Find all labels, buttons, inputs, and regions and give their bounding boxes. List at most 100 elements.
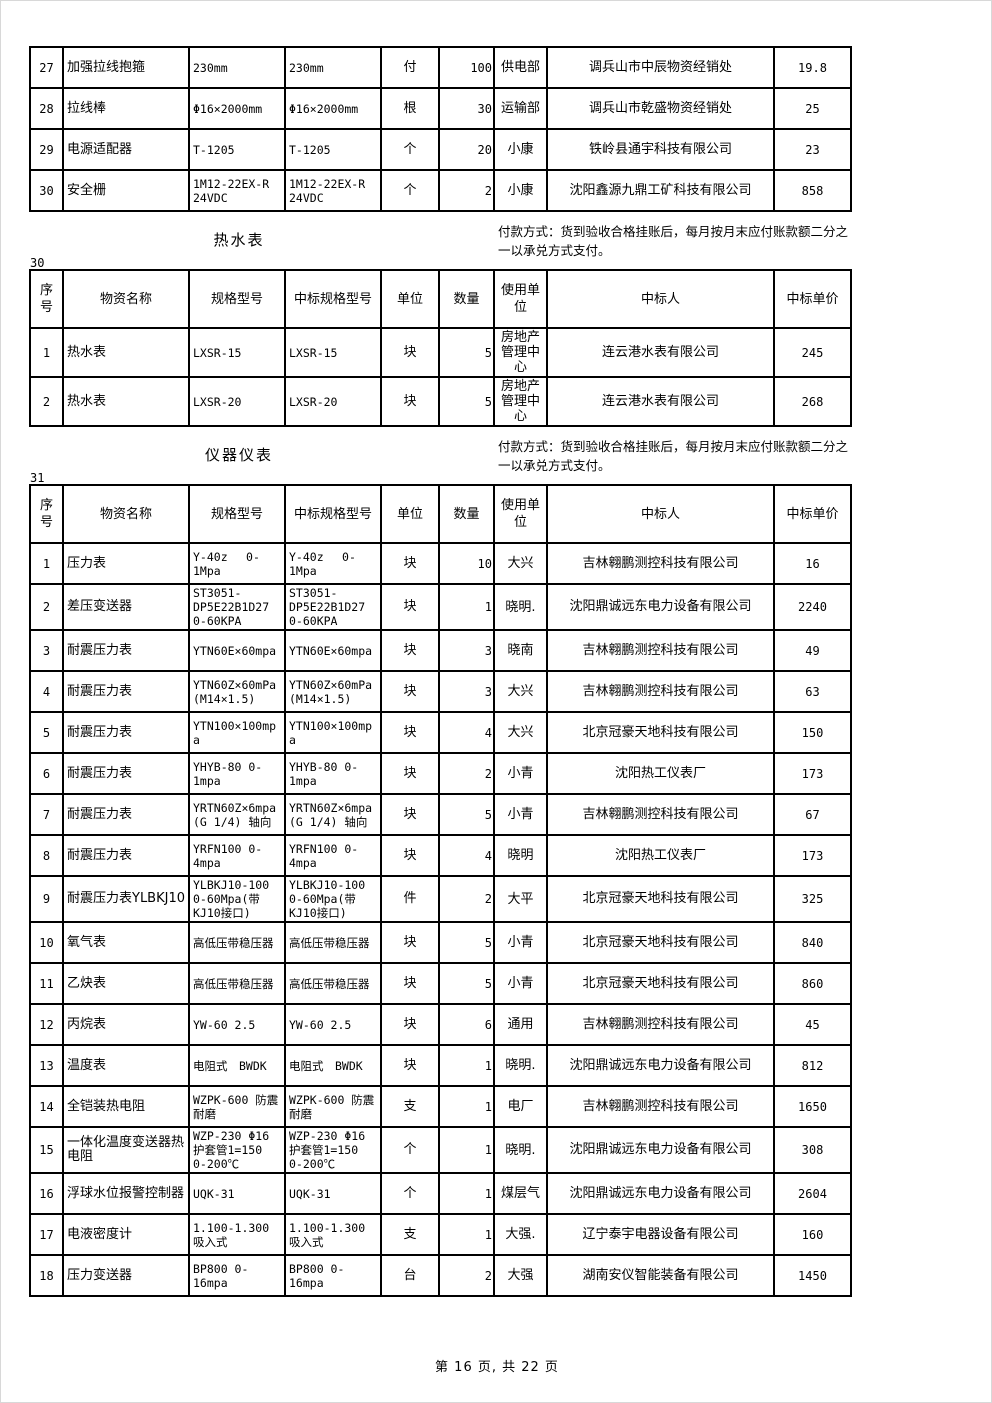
cell-winning-unit-price: 308 bbox=[773, 1126, 852, 1174]
cell-winning-bidder: 湖南安仪智能装备有限公司 bbox=[546, 1254, 775, 1297]
cell-material-name: 热水表 bbox=[62, 327, 190, 378]
table-row: 1 压力表 Y-40z 0-1Mpa Y-40z 0-1Mpa 块 10 大兴 … bbox=[29, 542, 852, 585]
cell-using-department: 小康 bbox=[493, 169, 548, 212]
cell-material-name: 耐震压力表 bbox=[62, 670, 190, 713]
cell-winning-spec-model: YHYB-80 0-1mpa bbox=[284, 752, 382, 795]
table-row: 28 拉线棒 Φ16×2000mm Φ16×2000mm 根 30 运输部 调兵… bbox=[29, 87, 852, 130]
col-header-material-name: 物资名称 bbox=[62, 484, 190, 544]
col-header-spec-model: 规格型号 bbox=[188, 484, 286, 544]
cell-unit: 块 bbox=[380, 670, 440, 713]
cell-winning-spec-model: Φ16×2000mm bbox=[284, 87, 382, 130]
cell-quantity: 5 bbox=[438, 921, 495, 964]
cell-index: 18 bbox=[29, 1254, 64, 1297]
cell-using-department: 供电部 bbox=[493, 46, 548, 89]
cell-spec-model: YW-60 2.5 bbox=[188, 1003, 286, 1046]
cell-material-name: 压力变送器 bbox=[62, 1254, 190, 1297]
table-row: 30 安全栅 1M12-22EX-R 24VDC 1M12-22EX-R 24V… bbox=[29, 169, 852, 212]
cell-winning-bidder: 调兵山市乾盛物资经销处 bbox=[546, 87, 775, 130]
col-header-using-department: 使用单位 bbox=[493, 484, 548, 544]
cell-unit: 块 bbox=[380, 793, 440, 836]
cell-winning-bidder: 调兵山市中辰物资经销处 bbox=[546, 46, 775, 89]
cell-material-name: 丙烷表 bbox=[62, 1003, 190, 1046]
top-table: 27 加强拉线抱箍 230mm 230mm 付 100 供电部 调兵山市中辰物资… bbox=[29, 46, 852, 212]
cell-spec-model: 高低压带稳压器 bbox=[188, 921, 286, 964]
table-row: 14 全铠装热电阻 WZPK-600 防震耐磨 WZPK-600 防震耐磨 支 … bbox=[29, 1085, 852, 1128]
cell-unit: 个 bbox=[380, 1126, 440, 1174]
cell-material-name: 安全栅 bbox=[62, 169, 190, 212]
cell-winning-bidder: 铁岭县通宇科技有限公司 bbox=[546, 128, 775, 171]
cell-spec-model: 1M12-22EX-R 24VDC bbox=[188, 169, 286, 212]
cell-quantity: 20 bbox=[438, 128, 495, 171]
cell-index: 10 bbox=[29, 921, 64, 964]
section-30-header: 热水表 付款方式：货到验收合格挂账后，每月按月末应付账款额二分之一以承兑方式支付… bbox=[29, 221, 850, 270]
table-row: 29 电源适配器 T-1205 T-1205 个 20 小康 铁岭县通宇科技有限… bbox=[29, 128, 852, 171]
table-row: 8 耐震压力表 YRFN100 0-4mpa YRFN100 0-4mpa 块 … bbox=[29, 834, 852, 877]
cell-spec-model: YTN100×100mpa bbox=[188, 711, 286, 754]
cell-material-name: 耐震压力表 bbox=[62, 711, 190, 754]
cell-using-department: 大平 bbox=[493, 875, 548, 923]
cell-winning-unit-price: 858 bbox=[773, 169, 852, 212]
cell-spec-model: 230mm bbox=[188, 46, 286, 89]
cell-quantity: 1 bbox=[438, 1213, 495, 1256]
cell-winning-bidder: 沈阳鼎诚远东电力设备有限公司 bbox=[546, 1126, 775, 1174]
cell-unit: 块 bbox=[380, 376, 440, 427]
cell-quantity: 2 bbox=[438, 875, 495, 923]
cell-material-name: 热水表 bbox=[62, 376, 190, 427]
section-30-title: 热水表 bbox=[213, 231, 265, 249]
cell-index: 4 bbox=[29, 670, 64, 713]
section-30-payment-note: 付款方式：货到验收合格挂账后，每月按月末应付账款额二分之一以承兑方式支付。 bbox=[498, 224, 849, 259]
cell-winning-unit-price: 25 bbox=[773, 87, 852, 130]
cell-unit: 个 bbox=[380, 128, 440, 171]
cell-using-department: 晓南 bbox=[493, 629, 548, 672]
cell-unit: 支 bbox=[380, 1213, 440, 1256]
cell-using-department: 通用 bbox=[493, 1003, 548, 1046]
cell-quantity: 10 bbox=[438, 542, 495, 585]
cell-using-department: 大兴 bbox=[493, 711, 548, 754]
cell-winning-bidder: 北京冠豪天地科技有限公司 bbox=[546, 711, 775, 754]
cell-index: 16 bbox=[29, 1172, 64, 1215]
cell-spec-model: 电阻式 BWDK bbox=[188, 1044, 286, 1087]
cell-index: 6 bbox=[29, 752, 64, 795]
instrument-table: 序号 物资名称 规格型号 中标规格型号 单位 数量 使用单位 中标人 中标单价 … bbox=[29, 484, 852, 1297]
cell-winning-bidder: 沈阳鼎诚远东电力设备有限公司 bbox=[546, 1172, 775, 1215]
cell-winning-unit-price: 840 bbox=[773, 921, 852, 964]
instrument-table-head: 序号 物资名称 规格型号 中标规格型号 单位 数量 使用单位 中标人 中标单价 bbox=[29, 484, 852, 544]
cell-winning-spec-model: YTN100×100mpa bbox=[284, 711, 382, 754]
table-row: 12 丙烷表 YW-60 2.5 YW-60 2.5 块 6 通用 吉林翱鹏测控… bbox=[29, 1003, 852, 1046]
cell-material-name: 电源适配器 bbox=[62, 128, 190, 171]
cell-quantity: 1 bbox=[438, 583, 495, 631]
cell-spec-model: BP800 0-16mpa bbox=[188, 1254, 286, 1297]
table-row: 13 温度表 电阻式 BWDK 电阻式 BWDK 块 1 晓明. 沈阳鼎诚远东电… bbox=[29, 1044, 852, 1087]
cell-winning-spec-model: YLBKJ10-100 0-60Mpa(带KJ10接口) bbox=[284, 875, 382, 923]
cell-winning-bidder: 北京冠豪天地科技有限公司 bbox=[546, 921, 775, 964]
cell-winning-bidder: 沈阳热工仪表厂 bbox=[546, 834, 775, 877]
cell-spec-model: 1.100-1.300 吸入式 bbox=[188, 1213, 286, 1256]
hot-water-meter-table-head: 序号 物资名称 规格型号 中标规格型号 单位 数量 使用单位 中标人 中标单价 bbox=[29, 269, 852, 329]
cell-winning-bidder: 沈阳鼎诚远东电力设备有限公司 bbox=[546, 583, 775, 631]
cell-unit: 块 bbox=[380, 583, 440, 631]
cell-winning-spec-model: YW-60 2.5 bbox=[284, 1003, 382, 1046]
cell-winning-unit-price: 268 bbox=[773, 376, 852, 427]
cell-using-department: 小青 bbox=[493, 793, 548, 836]
cell-winning-spec-model: WZPK-600 防震耐磨 bbox=[284, 1085, 382, 1128]
cell-winning-bidder: 北京冠豪天地科技有限公司 bbox=[546, 962, 775, 1005]
cell-index: 27 bbox=[29, 46, 64, 89]
cell-winning-unit-price: 16 bbox=[773, 542, 852, 585]
col-header-winning-bidder: 中标人 bbox=[546, 484, 775, 544]
cell-winning-spec-model: YTN60Z×60mPa(M14×1.5) bbox=[284, 670, 382, 713]
section-31-payment-note: 付款方式：货到验收合格挂账后，每月按月末应付账款额二分之一以承兑方式支付。 bbox=[498, 439, 849, 474]
cell-winning-bidder: 沈阳鑫源九鼎工矿科技有限公司 bbox=[546, 169, 775, 212]
col-header-winning-bidder: 中标人 bbox=[546, 269, 775, 329]
cell-winning-unit-price: 19.8 bbox=[773, 46, 852, 89]
header-row: 序号 物资名称 规格型号 中标规格型号 单位 数量 使用单位 中标人 中标单价 bbox=[29, 269, 852, 329]
table-row: 10 氧气表 高低压带稳压器 高低压带稳压器 块 5 小青 北京冠豪天地科技有限… bbox=[29, 921, 852, 964]
cell-spec-model: ST3051-DP5E22B1D27 0-60KPA bbox=[188, 583, 286, 631]
cell-material-name: 温度表 bbox=[62, 1044, 190, 1087]
cell-winning-unit-price: 45 bbox=[773, 1003, 852, 1046]
cell-winning-bidder: 连云港水表有限公司 bbox=[546, 327, 775, 378]
cell-material-name: 压力表 bbox=[62, 542, 190, 585]
cell-quantity: 1 bbox=[438, 1172, 495, 1215]
cell-winning-bidder: 吉林翱鹏测控科技有限公司 bbox=[546, 793, 775, 836]
cell-unit: 块 bbox=[380, 711, 440, 754]
cell-winning-unit-price: 245 bbox=[773, 327, 852, 378]
